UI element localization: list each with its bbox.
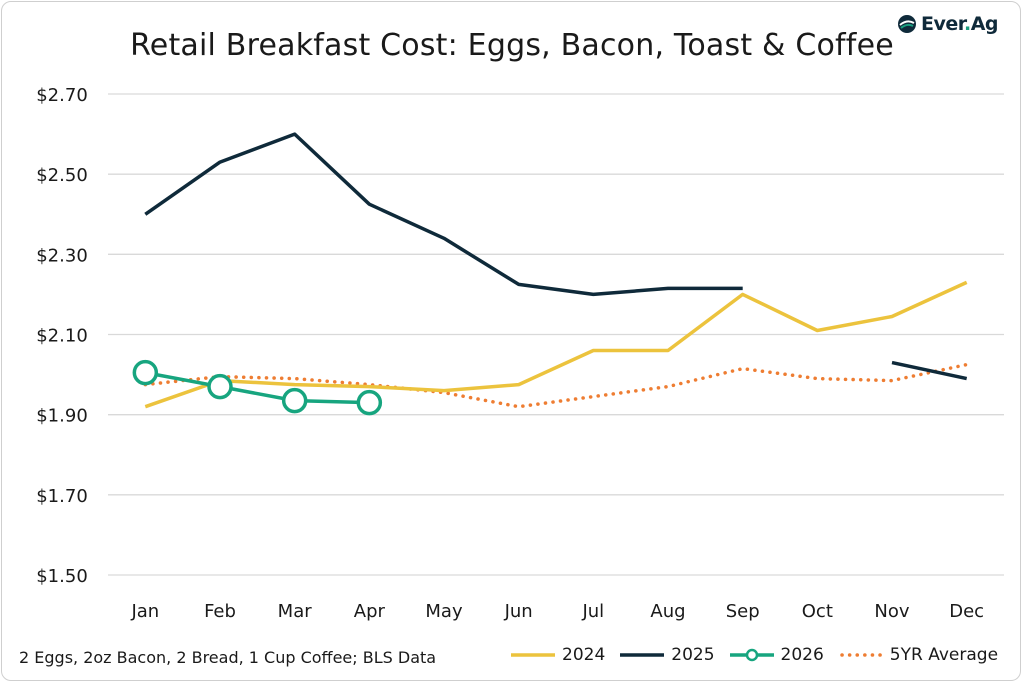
chart-legend: 2024 2025 2026 5YR Average [510, 645, 998, 665]
x-tick-label: Sep [726, 601, 760, 622]
series-lines [132, 132, 969, 416]
series-line-5yr-average [143, 362, 969, 409]
legend-item: 2026 [729, 645, 824, 665]
series-line-2025 [891, 360, 968, 381]
x-tick-label: Jul [581, 601, 604, 622]
logo-text-dot: . [963, 13, 971, 35]
everag-logo-icon [898, 15, 917, 33]
series-line-2025 [144, 132, 743, 297]
logo-text-end: Ag [970, 13, 999, 35]
y-tick-label: $1.90 [36, 406, 88, 427]
marker-2026 [207, 373, 233, 400]
y-axis-ticks: $1.50 $1.70 $1.90 $2.10 $2.30 $2.50 $2.70 [36, 85, 88, 587]
x-tick-label: Nov [874, 601, 909, 622]
series-line-2026 [144, 370, 370, 405]
y-tick-label: $2.70 [36, 85, 88, 106]
everag-logo: Ever.Ag [897, 12, 999, 36]
x-tick-label: Apr [354, 601, 386, 622]
x-axis-ticks: Jan Feb Mar Apr May Jun Jul Aug Sep Oct Nov Dec [130, 601, 984, 622]
legend-label: 2025 [671, 645, 715, 665]
legend-label: 5YR Average [889, 645, 999, 665]
y-tick-label: $2.10 [36, 326, 88, 347]
logo-wordmark: Ever.Ag [921, 13, 998, 35]
legend-swatch [729, 648, 774, 662]
x-tick-label: Feb [204, 601, 236, 622]
legend-item: 2024 [510, 645, 605, 665]
x-tick-label: Mar [278, 601, 313, 622]
legend-label: 2024 [562, 645, 606, 665]
marker-2026 [356, 389, 383, 416]
logo-text-main: Ever [921, 13, 964, 35]
y-tick-label: $2.30 [36, 245, 88, 266]
marker-2026 [281, 387, 308, 414]
y-tick-label: $2.50 [36, 165, 88, 186]
legend-swatch [620, 653, 665, 657]
x-tick-label: Jun [504, 601, 533, 622]
legend-swatch [840, 653, 884, 657]
legend-item: 2025 [619, 645, 715, 665]
x-tick-label: May [425, 601, 463, 622]
y-tick-label: $1.50 [36, 566, 88, 587]
x-tick-label: Aug [650, 601, 685, 622]
legend-label: 2026 [780, 645, 824, 665]
legend-swatch [511, 653, 555, 657]
legend-item: 5YR Average [838, 645, 998, 665]
series-line-2024 [144, 280, 968, 409]
source-footnote: 2 Eggs, 2oz Bacon, 2 Bread, 1 Cup Coffee… [19, 648, 437, 667]
x-tick-label: Dec [949, 601, 984, 622]
chart-title: Retail Breakfast Cost: Eggs, Bacon, Toas… [130, 28, 894, 63]
y-tick-label: $1.70 [36, 486, 88, 507]
marker-2026 [132, 359, 159, 386]
gridlines [108, 93, 1004, 576]
x-tick-label: Oct [802, 601, 833, 622]
x-tick-label: Jan [130, 601, 159, 622]
